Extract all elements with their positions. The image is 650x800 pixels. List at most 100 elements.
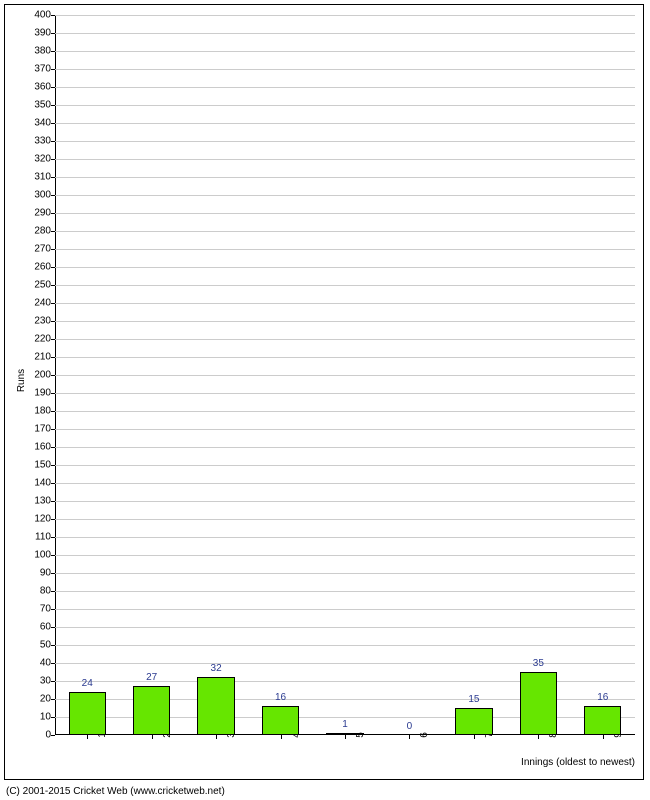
gridline <box>55 267 635 268</box>
y-tick-label: 400 <box>34 10 55 21</box>
y-tick-label: 150 <box>34 460 55 471</box>
gridline <box>55 591 635 592</box>
y-tick-label: 50 <box>40 640 55 651</box>
gridline <box>55 627 635 628</box>
y-tick-label: 130 <box>34 496 55 507</box>
chart-plot-area: 0102030405060708090100110120130140150160… <box>55 15 635 735</box>
gridline <box>55 663 635 664</box>
gridline <box>55 303 635 304</box>
bar-value-label: 27 <box>146 672 157 683</box>
y-tick-label: 310 <box>34 172 55 183</box>
y-tick-label: 140 <box>34 478 55 489</box>
gridline <box>55 519 635 520</box>
y-tick-label: 280 <box>34 226 55 237</box>
gridline <box>55 429 635 430</box>
y-tick-label: 60 <box>40 622 55 633</box>
y-tick-label: 180 <box>34 406 55 417</box>
bar <box>326 733 363 735</box>
gridline <box>55 69 635 70</box>
y-tick-label: 10 <box>40 712 55 723</box>
bar <box>584 706 621 735</box>
bar-value-label: 15 <box>468 694 479 705</box>
gridline <box>55 105 635 106</box>
y-tick-label: 160 <box>34 442 55 453</box>
bar <box>520 672 557 735</box>
gridline <box>55 447 635 448</box>
y-tick-label: 20 <box>40 694 55 705</box>
gridline <box>55 483 635 484</box>
y-tick-label: 100 <box>34 550 55 561</box>
gridline <box>55 555 635 556</box>
y-tick-label: 290 <box>34 208 55 219</box>
y-tick-label: 380 <box>34 46 55 57</box>
gridline <box>55 465 635 466</box>
gridline <box>55 177 635 178</box>
y-tick-label: 110 <box>35 532 55 543</box>
y-tick-label: 220 <box>34 334 55 345</box>
y-tick-label: 240 <box>34 298 55 309</box>
bar <box>262 706 299 735</box>
gridline <box>55 87 635 88</box>
y-tick-label: 330 <box>34 136 55 147</box>
gridline <box>55 231 635 232</box>
y-tick-label: 80 <box>40 586 55 597</box>
copyright-text: (C) 2001-2015 Cricket Web (www.cricketwe… <box>6 786 225 797</box>
bar-value-label: 32 <box>211 663 222 674</box>
y-tick-label: 270 <box>34 244 55 255</box>
y-tick-label: 250 <box>34 280 55 291</box>
bar-value-label: 1 <box>342 719 348 730</box>
gridline <box>55 141 635 142</box>
y-tick-label: 90 <box>40 568 55 579</box>
y-tick-label: 190 <box>34 388 55 399</box>
y-axis-title: Runs <box>16 369 27 392</box>
bar-value-label: 24 <box>82 678 93 689</box>
bar-value-label: 0 <box>407 721 413 732</box>
y-tick-label: 340 <box>34 118 55 129</box>
y-tick-label: 300 <box>34 190 55 201</box>
y-tick-label: 360 <box>34 82 55 93</box>
gridline <box>55 393 635 394</box>
y-tick-label: 350 <box>34 100 55 111</box>
y-tick-label: 70 <box>40 604 55 615</box>
gridline <box>55 411 635 412</box>
bar <box>69 692 106 735</box>
gridline <box>55 33 635 34</box>
gridline <box>55 51 635 52</box>
gridline <box>55 159 635 160</box>
gridline <box>55 339 635 340</box>
gridline <box>55 123 635 124</box>
gridline <box>55 609 635 610</box>
gridline <box>55 213 635 214</box>
y-tick-label: 200 <box>34 370 55 381</box>
y-tick-label: 390 <box>34 28 55 39</box>
bar <box>455 708 492 735</box>
y-tick-label: 320 <box>34 154 55 165</box>
gridline <box>55 285 635 286</box>
gridline <box>55 195 635 196</box>
y-tick-label: 230 <box>34 316 55 327</box>
y-tick-label: 0 <box>45 730 55 741</box>
chart-container: 0102030405060708090100110120130140150160… <box>0 0 650 800</box>
y-tick-label: 260 <box>34 262 55 273</box>
bar <box>133 686 170 735</box>
y-tick-label: 170 <box>34 424 55 435</box>
y-tick-label: 370 <box>34 64 55 75</box>
gridline <box>55 645 635 646</box>
gridline <box>55 15 635 16</box>
gridline <box>55 501 635 502</box>
y-tick-label: 210 <box>34 352 55 363</box>
gridline <box>55 573 635 574</box>
bar <box>197 677 234 735</box>
gridline <box>55 249 635 250</box>
x-tick-label: 6 <box>409 732 430 738</box>
y-tick-label: 40 <box>40 658 55 669</box>
bar-value-label: 16 <box>597 692 608 703</box>
bar-value-label: 35 <box>533 658 544 669</box>
gridline <box>55 357 635 358</box>
gridline <box>55 537 635 538</box>
gridline <box>55 375 635 376</box>
y-tick-label: 120 <box>34 514 55 525</box>
gridline <box>55 321 635 322</box>
bar-value-label: 16 <box>275 692 286 703</box>
x-axis-title: Innings (oldest to newest) <box>521 757 635 768</box>
